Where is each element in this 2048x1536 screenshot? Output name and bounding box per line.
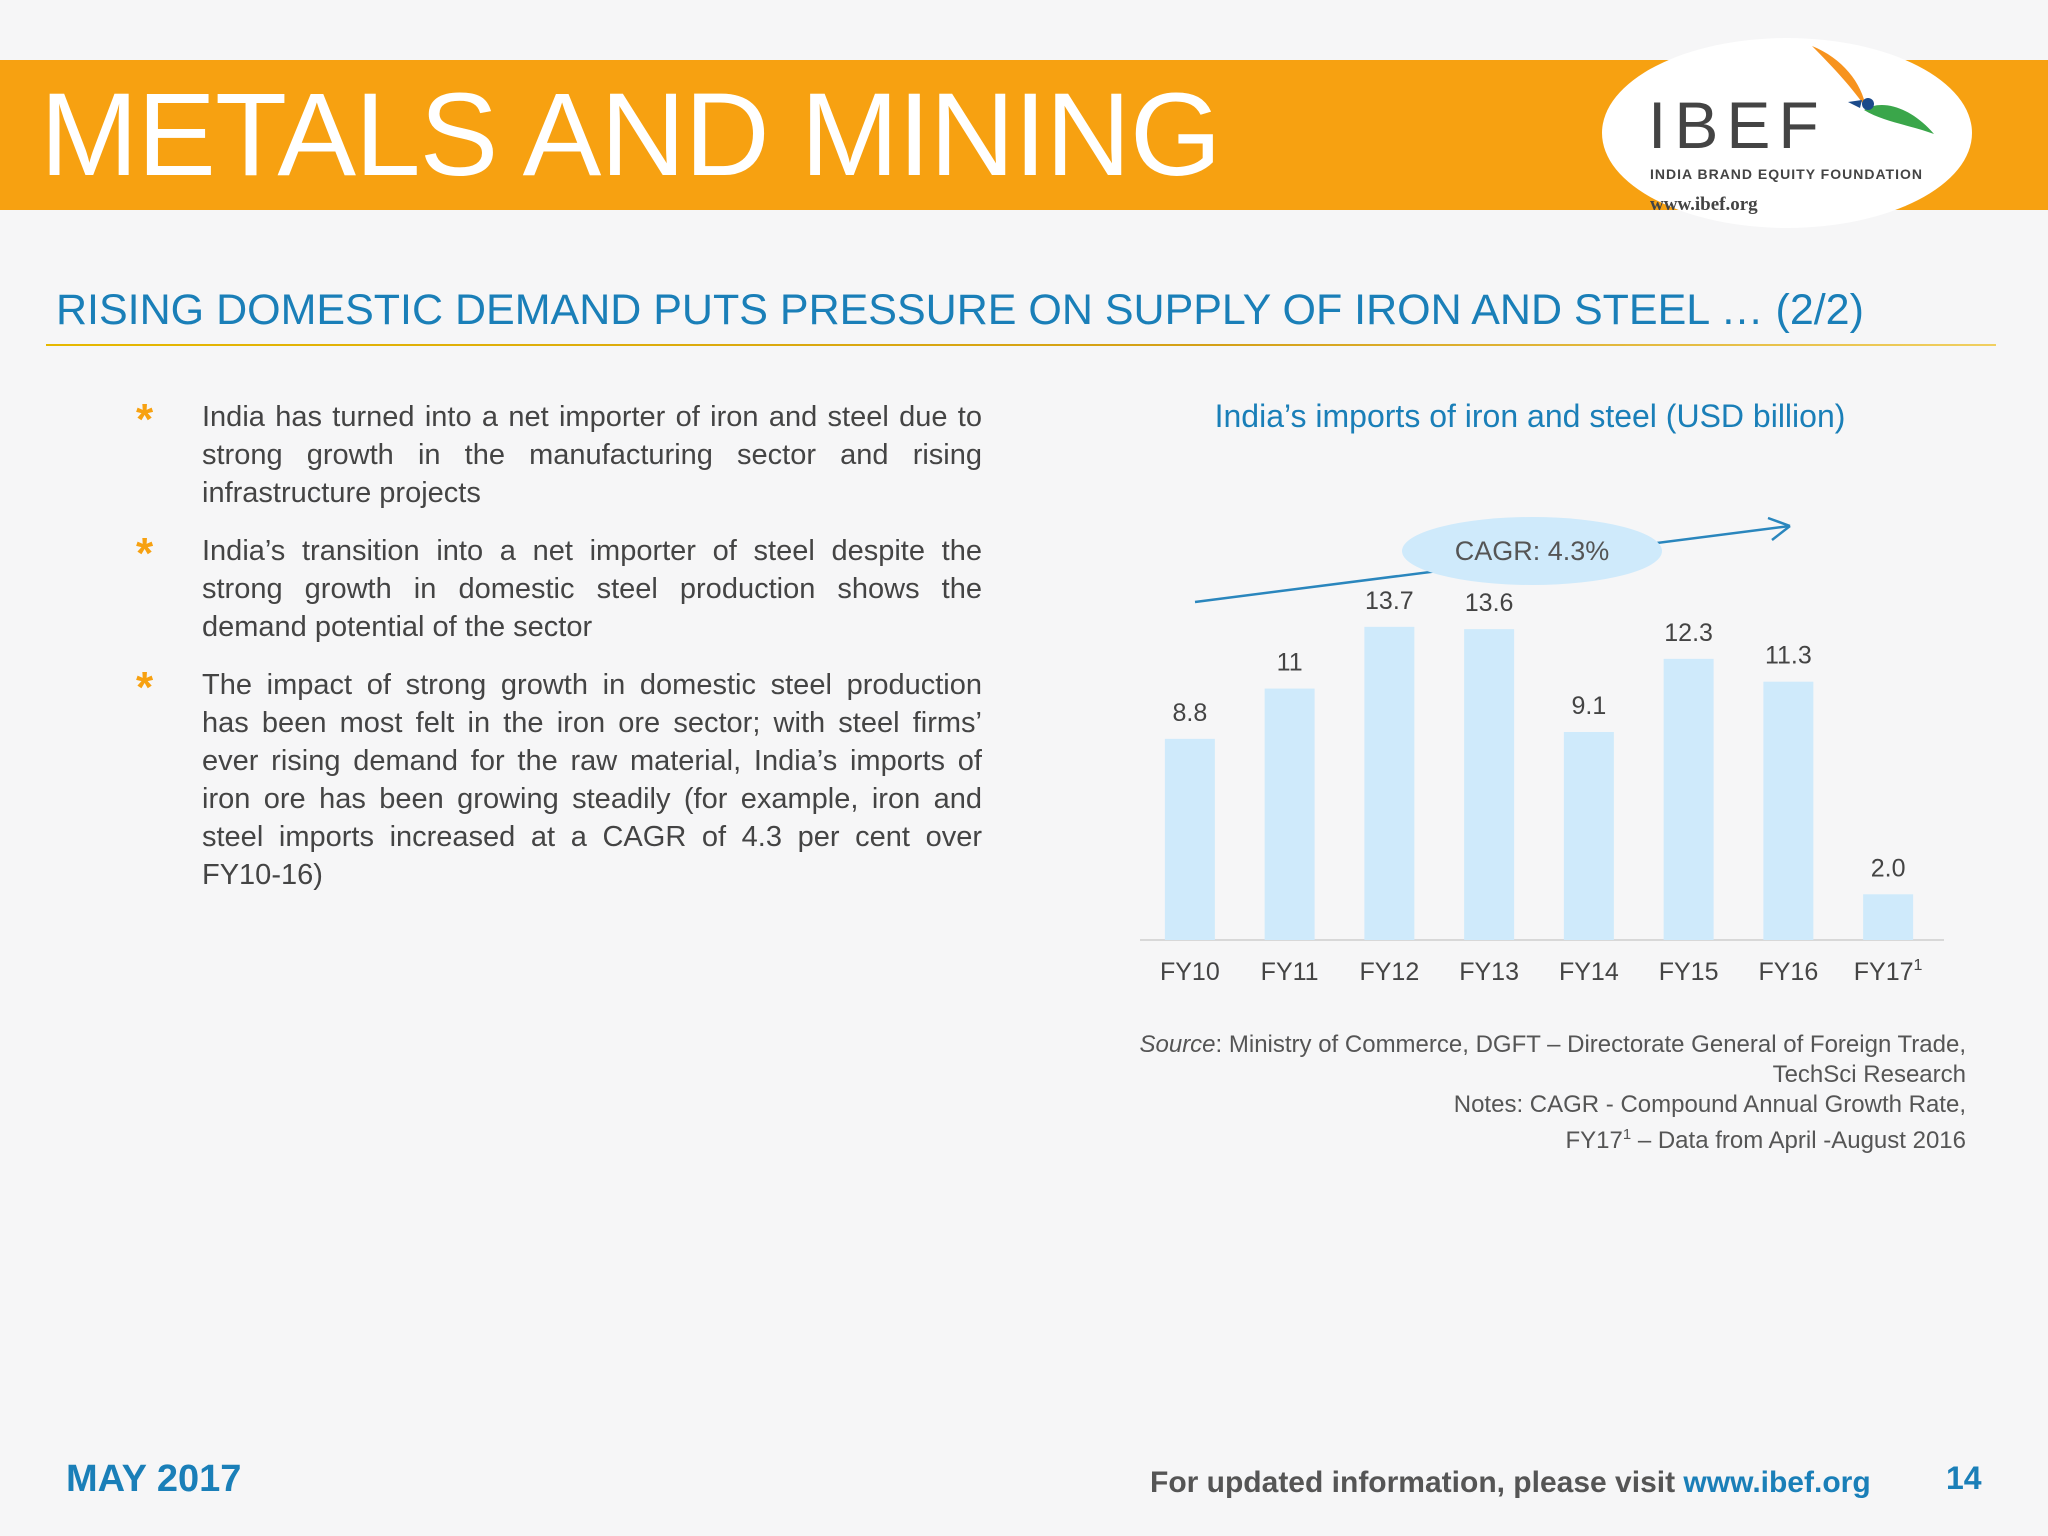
bar-chart: CAGR: 4.3% 8.8 FY10 11 FY11 13.7 FY12 13.6 FY13 9… xyxy=(1140,516,1944,986)
bullet-text: India’s transition into a net importer o… xyxy=(202,535,982,643)
bird-icon xyxy=(1812,46,1934,134)
data-label: 11.3 xyxy=(1765,642,1812,670)
bullet-text: India has turned into a net importer of … xyxy=(202,401,982,509)
x-tick-label: FY11 xyxy=(1261,958,1319,986)
source-label: Source xyxy=(1139,1031,1216,1058)
bar-fy17 xyxy=(1863,894,1914,940)
data-label: 13.6 xyxy=(1465,589,1514,617)
footer-link[interactable]: www.ibef.org xyxy=(1683,1466,1871,1499)
source-line-2: TechSci Research xyxy=(1772,1061,1966,1088)
x-tick-label: FY14 xyxy=(1559,958,1619,986)
source-notes: Source: Ministry of Commerce, DGFT – Dir… xyxy=(1050,1030,1966,1156)
logo-oval xyxy=(1602,38,1972,228)
x-tick-label: FY15 xyxy=(1659,958,1719,986)
list-item: * India’s transition into a net importer… xyxy=(130,532,982,646)
notes-line-2: FY171 – Data from April -August 2016 xyxy=(1050,1120,1967,1156)
page-title: METALS AND MINING xyxy=(40,69,1222,201)
cagr-annotation-label: CAGR: 4.3% xyxy=(1455,536,1610,566)
page-number: 14 xyxy=(1946,1460,1982,1496)
footer-visit-text: For updated information, please visit xyxy=(1150,1466,1684,1499)
data-label: 8.8 xyxy=(1172,699,1207,727)
list-item: * India has turned into a net importer o… xyxy=(130,398,982,512)
logo-text: IBEF xyxy=(1648,88,1827,162)
bullet-list: * India has turned into a net importer o… xyxy=(130,398,982,914)
asterisk-bullet-icon: * xyxy=(136,529,154,578)
bar-fy15 xyxy=(1663,658,1714,940)
x-tick-label: FY171 xyxy=(1854,957,1923,986)
x-tick-label: FY12 xyxy=(1359,958,1419,986)
bar-fy16 xyxy=(1763,681,1814,940)
bar-fy14 xyxy=(1563,732,1614,940)
bullet-text: The impact of strong growth in domestic … xyxy=(202,669,982,891)
footer-date: MAY 2017 xyxy=(66,1458,242,1500)
data-label: 12.3 xyxy=(1664,619,1713,647)
subtitle-underline xyxy=(46,344,1996,346)
slide-subtitle: RISING DOMESTIC DEMAND PUTS PRESSURE ON … xyxy=(56,286,1864,334)
logo-url: www.ibef.org xyxy=(1650,194,1758,215)
notes-line-1: Notes: CAGR - Compound Annual Growth Rat… xyxy=(1453,1091,1966,1118)
footer-visit: For updated information, please visit ww… xyxy=(1150,1466,1871,1500)
cagr-annotation-bubble xyxy=(1402,517,1662,585)
data-label: 2.0 xyxy=(1871,854,1906,882)
bar-fy13 xyxy=(1464,629,1515,940)
logo-subtitle: INDIA BRAND EQUITY FOUNDATION xyxy=(1650,166,1923,182)
data-label: 9.1 xyxy=(1571,692,1606,720)
data-label: 11 xyxy=(1277,649,1303,677)
chart-title: India’s imports of iron and steel (USD b… xyxy=(1214,398,1846,434)
tick-superscript: 1 xyxy=(1914,957,1923,974)
notes-superscript: 1 xyxy=(1622,1127,1632,1143)
asterisk-bullet-icon: * xyxy=(136,663,154,712)
x-tick-label: FY13 xyxy=(1459,958,1519,986)
asterisk-bullet-icon: * xyxy=(136,395,154,444)
bar-fy12 xyxy=(1364,626,1415,940)
ibef-logo[interactable]: IBEF INDIA BRAND EQUITY FOUNDATION www.i… xyxy=(1602,38,1972,228)
x-tick-label: FY10 xyxy=(1160,958,1220,986)
arrow-head-icon xyxy=(1767,516,1791,541)
notes-fy: FY17 xyxy=(1565,1127,1623,1154)
bar-fy11 xyxy=(1264,688,1315,940)
source-line: Source: Ministry of Commerce, DGFT – Dir… xyxy=(1050,1030,1966,1060)
bar-fy10 xyxy=(1164,738,1215,940)
source-text: : Ministry of Commerce, DGFT – Directora… xyxy=(1215,1031,1966,1058)
list-item: * The impact of strong growth in domesti… xyxy=(130,666,982,894)
x-tick-label: FY16 xyxy=(1758,958,1818,986)
data-label: 13.7 xyxy=(1365,587,1414,615)
notes-suffix: – Data from April -August 2016 xyxy=(1631,1127,1966,1154)
